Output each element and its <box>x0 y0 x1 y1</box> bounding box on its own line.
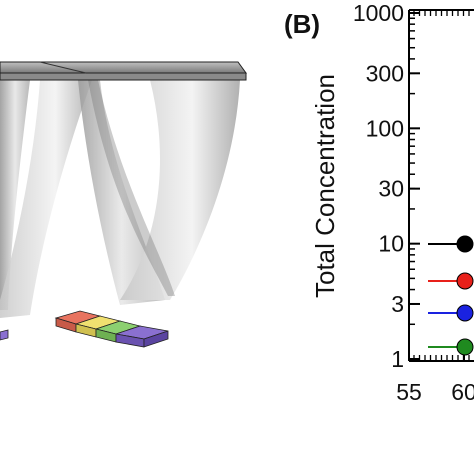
light-beam-left <box>0 80 30 310</box>
x-tick-label: 55 <box>396 379 422 405</box>
panel-a-schematic <box>0 61 247 348</box>
y-tick-label: 1000 <box>353 0 404 26</box>
top-slab-edge <box>0 72 247 81</box>
detector-array <box>54 310 169 348</box>
panel-b-chart: (B) Total Concentration 1 3 10 30 100 300 1000… <box>284 0 474 405</box>
slab-seam <box>39 61 87 74</box>
detector-block-left-partial <box>0 329 9 341</box>
top-slab <box>0 61 247 74</box>
y-tick-label: 3 <box>391 291 404 317</box>
y-axis-label: Total Concentration <box>310 74 340 298</box>
y-tick-label: 10 <box>378 231 404 257</box>
light-beam-middle <box>0 80 92 318</box>
light-beam-right <box>120 80 240 300</box>
y-tick-label: 100 <box>366 115 404 141</box>
light-beam-shadow <box>88 80 175 296</box>
legend-marker <box>456 338 474 356</box>
x-ticks: 55 60 <box>396 10 474 405</box>
legend-marker <box>456 272 474 290</box>
x-tick-label: 60 <box>451 379 474 405</box>
y-tick-label: 1 <box>391 346 404 372</box>
detector-block-purple-side <box>143 330 169 348</box>
legend <box>428 235 474 356</box>
legend-marker <box>456 235 474 253</box>
panel-label-b: (B) <box>284 9 320 39</box>
y-tick-label: 30 <box>378 176 404 202</box>
y-tick-label: 300 <box>366 60 404 86</box>
legend-marker <box>456 304 474 322</box>
light-beam-center <box>78 80 165 305</box>
y-ticks: 1 3 10 30 100 300 1000 <box>353 0 420 372</box>
